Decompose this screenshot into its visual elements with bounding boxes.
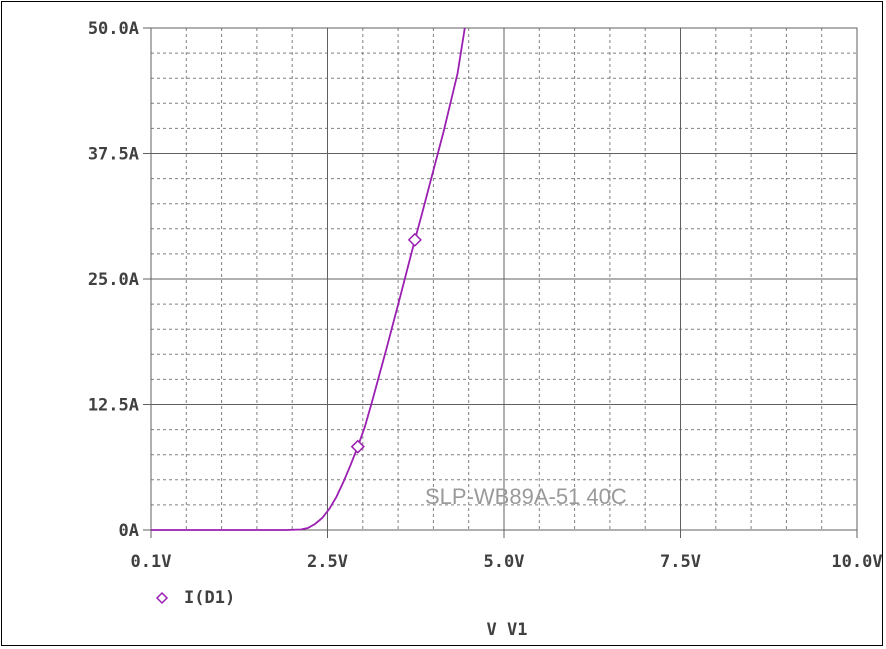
major-grid bbox=[151, 28, 857, 530]
x-tick-label: 0.1V bbox=[131, 552, 172, 572]
x-tick-label: 5.0V bbox=[484, 552, 525, 572]
series-line bbox=[151, 27, 466, 531]
series-layer bbox=[151, 27, 466, 531]
y-tick-label: 37.5A bbox=[88, 145, 139, 165]
legend-diamond-icon bbox=[155, 591, 169, 605]
y-tick-label: 50.0A bbox=[88, 19, 139, 39]
legend: I(D1) bbox=[155, 588, 235, 608]
legend-label: I(D1) bbox=[184, 588, 235, 608]
x-tick-label: 10.0V bbox=[831, 552, 882, 572]
y-tick-label: 12.5A bbox=[88, 396, 139, 416]
y-tick-label: 0A bbox=[119, 521, 139, 541]
minor-grid bbox=[151, 28, 857, 530]
y-axis-labels: 0A 12.5A 25.0A 37.5A 50.0A bbox=[88, 19, 151, 541]
y-tick-label: 25.0A bbox=[88, 270, 139, 290]
x-axis-title: V V1 bbox=[487, 620, 528, 640]
x-axis-labels: 0.1V 2.5V 5.0V 7.5V 10.0V bbox=[131, 530, 883, 572]
x-tick-label: 7.5V bbox=[660, 552, 701, 572]
series-marker bbox=[350, 439, 365, 454]
chart-annotation: SLP-WB89A-51 40C bbox=[425, 484, 627, 509]
x-tick-label: 2.5V bbox=[307, 552, 348, 572]
series-marker bbox=[407, 232, 422, 247]
